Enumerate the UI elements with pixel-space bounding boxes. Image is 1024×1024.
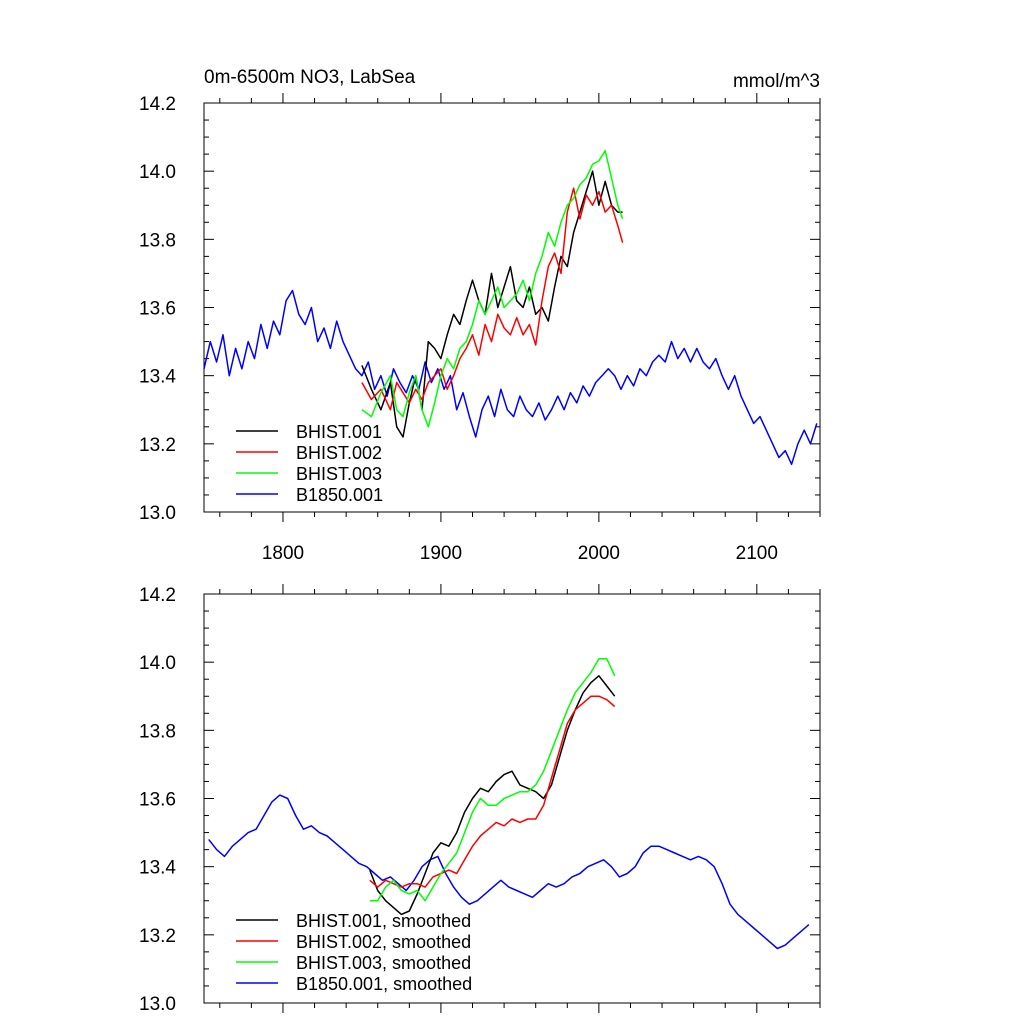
- top-x-tick-label: 1800: [262, 543, 304, 564]
- chart-title: 0m-6500m NO3, LabSea: [204, 67, 416, 88]
- top-legend-label: BHIST.001: [296, 422, 382, 442]
- top-x-tick-label: 2100: [736, 543, 778, 564]
- top-legend-label: B1850.001: [296, 485, 383, 505]
- top-y-tick-label: 13.4: [139, 367, 176, 388]
- bottom-y-tick-label: 13.4: [139, 858, 176, 879]
- top-y-tick-label: 14.0: [139, 162, 176, 183]
- units-label: mmol/m^3: [733, 71, 820, 92]
- bottom-series-line-3: [208, 794, 810, 950]
- top-panel: 13.0 13.2 13.4 13.6 13.8 14.0 14.2 1800 1900 2000…: [139, 93, 821, 564]
- bottom-y-tick-label: 13.6: [139, 790, 176, 811]
- top-x-tick-label: 1900: [420, 543, 462, 564]
- top-x-tick-label: 2000: [578, 543, 620, 564]
- top-y-tick-label: 13.2: [139, 435, 176, 456]
- top-series-line-2: [361, 149, 624, 428]
- top-series-line-0: [361, 170, 623, 438]
- bottom-legend-label: BHIST.003, smoothed: [296, 953, 471, 973]
- top-y-tick-label: 13.6: [139, 299, 176, 320]
- bottom-series-line-0: [369, 675, 616, 916]
- bottom-y-tick-label: 14.0: [139, 653, 176, 674]
- bottom-series-line-1: [369, 695, 616, 888]
- top-series-line-1: [361, 187, 624, 411]
- bottom-y-tick-label: 13.8: [139, 721, 176, 742]
- top-y-tick-label: 14.2: [139, 94, 176, 115]
- bottom-series-line-2: [369, 658, 616, 902]
- bottom-legend-label: BHIST.002, smoothed: [296, 932, 471, 952]
- top-legend-label: BHIST.002: [296, 443, 382, 463]
- bottom-legend-label: BHIST.001, smoothed: [296, 911, 471, 931]
- top-y-tick-label: 13.8: [139, 230, 176, 251]
- top-legend-label: BHIST.003: [296, 464, 382, 484]
- bottom-y-tick-label: 13.2: [139, 926, 176, 947]
- bottom-panel: 13.0 13.2 13.4 13.6 13.8 14.0 14.2 BHIST.001, s…: [139, 584, 821, 1015]
- top-y-tick-label: 13.0: [139, 503, 176, 524]
- bottom-y-tick-label: 13.0: [139, 994, 176, 1015]
- top-series-line-3: [203, 289, 818, 466]
- bottom-legend-label: B1850.001, smoothed: [296, 974, 472, 994]
- bottom-y-tick-label: 14.2: [139, 585, 176, 606]
